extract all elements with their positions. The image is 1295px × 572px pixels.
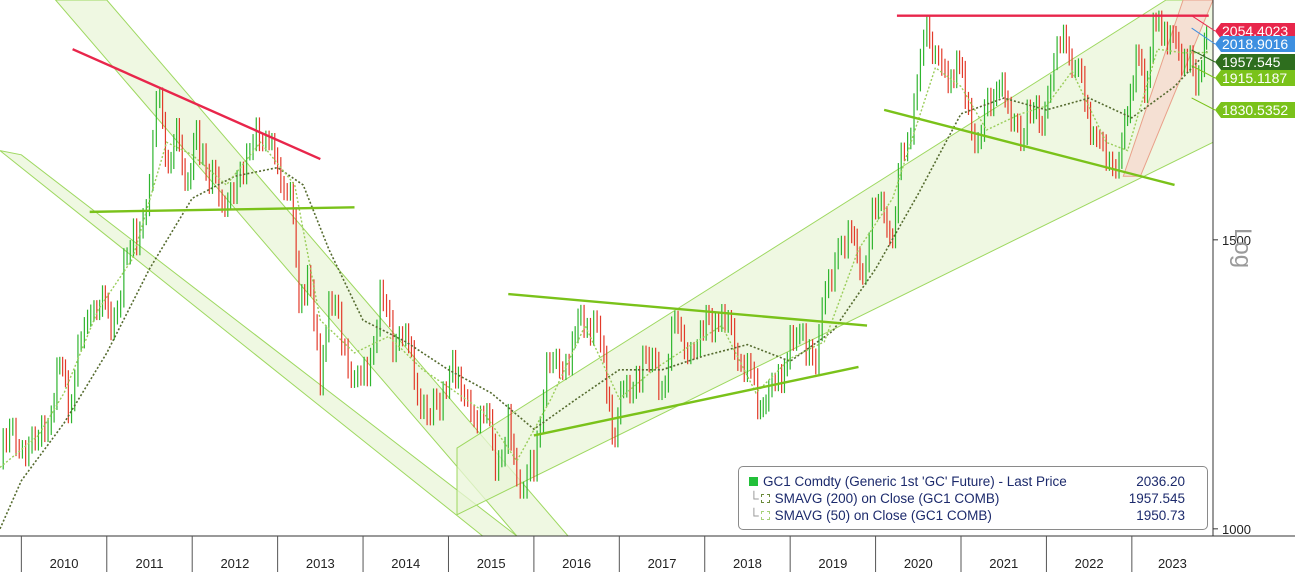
level-box [1215,70,1295,86]
x-axis: 2010 2011 2012 2013 2014 2015 2016 2017 2018 2019… [20,536,1187,572]
level-label: 1830.5352 [1222,102,1288,118]
legend-sma200-name: SMAVG (200) on Close (GC1 COMB) [774,491,1000,506]
level-connector [1191,49,1216,63]
legend-row-sma50: └ SMAVG (50) on Close (GC1 COMB) 1950.73 [749,508,1185,523]
level-label: 1957.545 [1222,54,1281,70]
level-box [1215,102,1295,118]
sma50-line [0,48,1209,468]
channel-red [1122,0,1214,177]
y-tick-label: 1000 [1222,522,1251,537]
x-tick-label: 2022 [1075,556,1104,571]
level-box [1215,54,1295,70]
trendline-2 [89,206,355,214]
legend: GC1 Comdty (Generic 1st 'GC' Future) - L… [738,466,1208,530]
legend-sma200-value: 1957.545 [1128,491,1185,506]
level-connector [1191,27,1216,45]
x-tick-label: 2015 [477,556,506,571]
x-tick-label: 2018 [733,556,762,571]
legend-row-price: GC1 Comdty (Generic 1st 'GC' Future) - L… [749,473,1199,490]
trendline-3 [508,292,868,327]
x-tick-label: 2019 [818,556,847,571]
x-tick-label: 2014 [391,556,420,571]
legend-row-sma200: └ SMAVG (200) on Close (GC1 COMB) 1957.54… [749,491,1185,506]
legend-price-value: 2036.20 [1136,474,1185,489]
level-box [1215,23,1295,39]
x-tick-label: 2011 [136,556,164,571]
trendline-1 [72,48,321,161]
level-label: 2018.9016 [1222,36,1288,52]
x-tick-label: 2010 [50,556,79,571]
legend-sma50-name: SMAVG (50) on Close (GC1 COMB) [774,508,992,523]
trendline-5 [883,108,1175,187]
legend-sma50-value: 1950.73 [1136,508,1185,523]
x-tick-label: 2021 [989,556,1018,571]
x-tick-label: 2017 [648,556,677,571]
legend-price-name: GC1 Comdty (Generic 1st 'GC' Future) - L… [763,474,1067,489]
x-tick-label: 2013 [306,556,335,571]
x-tick-label: 2020 [904,556,933,571]
level-connector [1191,15,1216,32]
x-tick-label: 2023 [1158,556,1187,571]
trendline-4 [533,365,859,437]
scale-label: Log [1229,228,1256,269]
legend-swatch-price [749,477,758,486]
x-tick-label: 2012 [220,556,249,571]
sma200-line [0,49,1210,530]
y-axis: 1000 1500 [1213,233,1251,537]
level-label: 2054.4023 [1222,23,1288,39]
trend-channels [0,0,1214,537]
legend-swatch-sma200 [760,494,770,503]
level-label: 1915.1187 [1222,70,1287,86]
level-connector [1191,65,1216,79]
axes [0,0,1295,537]
level-connector [1191,97,1216,111]
y-tick-label: 1500 [1222,233,1251,248]
legend-swatch-sma50 [760,511,770,520]
price-series [2,10,1208,499]
moving-averages [0,48,1210,530]
trendlines [72,14,1209,437]
x-tick-label: 2016 [562,556,591,571]
level-box [1215,36,1295,52]
